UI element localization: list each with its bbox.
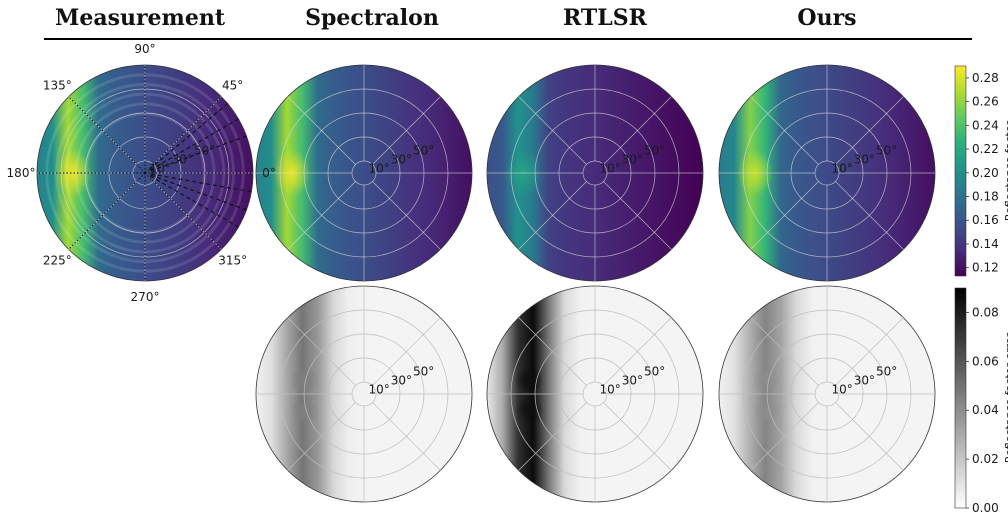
zenith-label: 50° <box>194 144 215 158</box>
polar-panel-rtlsr: 10°30°50° <box>486 64 704 282</box>
zenith-label: 50° <box>413 365 434 379</box>
column-title-rtlsr: RTLSR <box>563 5 647 31</box>
colorbar-tick-label: 0.08 <box>972 305 999 319</box>
colorbar-tick-label: 0.02 <box>972 452 999 466</box>
measurement-line <box>68 96 146 174</box>
colorbar-tick-label: 0.14 <box>972 237 999 251</box>
azimuth-label: 90° <box>134 42 155 56</box>
colorbar-viridis: 0.12 0.14 0.16 0.18 0.20 0.22 0.24 0.26 0.28 Refl… <box>954 65 1008 277</box>
zenith-label: 10° <box>599 162 620 176</box>
azimuth-label: 0° <box>262 166 276 180</box>
zenith-label: 30° <box>391 153 412 167</box>
zenith-label: 10° <box>149 162 170 176</box>
polar-panel-spectralon: 10°30°50° <box>255 64 473 282</box>
measurement-line <box>68 172 146 250</box>
azimuth-label: 225° <box>43 254 72 268</box>
colorbar-tick-label: 0.28 <box>972 71 999 85</box>
measurement-line <box>150 173 252 193</box>
zenith-label: 30° <box>622 374 643 388</box>
colorbar-tick-label: 0.04 <box>972 403 999 417</box>
column-title-ours: Ours <box>797 5 857 31</box>
zenith-label: 30° <box>391 374 412 388</box>
colorbar-tick-label: 0.20 <box>972 166 999 180</box>
zenith-label: 30° <box>172 153 193 167</box>
measurement-line <box>149 118 239 171</box>
zenith-label: 50° <box>876 144 897 158</box>
colorbar-tick-label: 0.16 <box>972 213 999 227</box>
zenith-label: 50° <box>413 144 434 158</box>
error-blob <box>515 396 543 424</box>
colorbar-bar <box>954 287 967 509</box>
colorbar-label: Reflectance factor <box>1003 120 1008 221</box>
measurement-line <box>150 135 247 172</box>
measurement-line <box>144 96 222 174</box>
measurement-line <box>149 175 239 228</box>
azimuth-label: 270° <box>131 290 160 304</box>
polar-panel-ours-error: 10°30°50° <box>718 285 936 503</box>
polar-panel-rtlsr-error: 10°30°50° <box>486 285 704 503</box>
azimuth-label: 315° <box>218 254 247 268</box>
measurement-line <box>144 172 222 250</box>
zenith-label: 30° <box>854 153 875 167</box>
colorbar-tick-label: 0.18 <box>972 190 999 204</box>
measurement-line <box>149 103 229 170</box>
error-blob <box>290 366 318 394</box>
zenith-label: 10° <box>368 383 389 397</box>
measurement-line <box>150 174 247 211</box>
colorbar-label: Reflectance factor error <box>1003 332 1008 463</box>
colorbar-tick-label: 0.24 <box>972 118 999 132</box>
colorbar-tick-label: 0.00 <box>972 501 999 514</box>
polar-panel-spectralon-error: 10°30°50° <box>255 285 473 503</box>
colorbar-bar <box>954 65 967 277</box>
error-blob <box>290 396 318 424</box>
azimuth-label: 45° <box>222 78 243 92</box>
azimuth-label: 180° <box>7 166 36 180</box>
azimuth-label: 135° <box>43 78 72 92</box>
colorbar-tick-label: 0.22 <box>972 142 999 156</box>
zenith-label: 10° <box>831 383 852 397</box>
colorbar-greys: 0.00 0.02 0.04 0.06 0.08 Reflectance factor e… <box>954 287 1008 514</box>
colorbar-tick-label: 0.06 <box>972 354 999 368</box>
error-blob <box>753 366 781 394</box>
column-title-measurement: Measurement <box>54 5 225 31</box>
zenith-label: 30° <box>622 153 643 167</box>
colorbar-tick-label: 0.26 <box>972 95 999 109</box>
zenith-label: 10° <box>599 383 620 397</box>
colorbar-tick-label: 0.12 <box>972 261 999 275</box>
zenith-label: 10° <box>368 162 389 176</box>
header-rule <box>44 38 972 40</box>
column-title-spectralon: Spectralon <box>305 5 439 31</box>
zenith-label: 30° <box>854 374 875 388</box>
zenith-label: 50° <box>644 144 665 158</box>
polar-panel-ours: 10°30°50° <box>718 64 936 282</box>
azimuth-labels: 0° 45° 90° 135° 180° 225° 270° 315° <box>7 42 276 304</box>
error-blob <box>753 396 781 424</box>
zenith-label: 10° <box>831 162 852 176</box>
zenith-label: 50° <box>644 365 665 379</box>
zenith-label: 50° <box>876 365 897 379</box>
polar-panel-measurement: 10°30°50° <box>36 64 254 282</box>
error-blob <box>515 366 543 394</box>
